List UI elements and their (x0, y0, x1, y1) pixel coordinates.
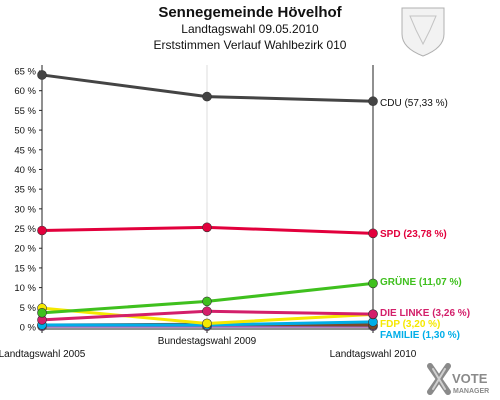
chart-subtitle-2: Erststimmen Verlauf Wahlbezirk 010 (153, 38, 347, 52)
data-point (202, 306, 212, 317)
logo-manager: MANAGER (453, 388, 489, 395)
y-tick-label: 35 % (14, 185, 36, 196)
y-tick-label: 45 % (14, 145, 36, 156)
y-tick-label: 55 % (14, 106, 36, 117)
vote-manager-logo: VOTE MANAGER (427, 363, 489, 395)
y-tick-label: 50 % (14, 126, 36, 137)
y-tick-label: 15 % (14, 263, 36, 274)
series-label-5: FAMILIE (1,30 %) (380, 330, 460, 341)
data-point (368, 278, 378, 289)
data-point (202, 91, 212, 102)
data-point (368, 228, 378, 239)
y-tick-label: 60 % (14, 86, 36, 97)
chart-title: Sennegemeinde Hövelhof (158, 4, 342, 21)
data-point (368, 309, 378, 319)
logo-vote: VOTE (452, 371, 488, 386)
series-label-3: DIE LINKE (3,26 %) (380, 308, 470, 319)
series-label-4: FDP (3,20 %) (380, 319, 440, 330)
data-point (37, 308, 47, 318)
y-tick-label: 20 % (14, 244, 36, 255)
series-label-2: GRÜNE (11,07 %) (380, 275, 462, 288)
data-point (202, 318, 212, 329)
y-tick-label: 30 % (14, 204, 36, 215)
data-point (202, 222, 212, 233)
data-point (37, 225, 47, 236)
y-tick-label: 10 % (14, 283, 36, 294)
y-tick-label: 5 % (20, 303, 37, 314)
series-label-1: SPD (23,78 %) (380, 229, 447, 240)
chart-subtitle: Landtagswahl 09.05.2010 (181, 22, 319, 36)
data-point (37, 70, 47, 80)
x-tick-label: Bundestagswahl 2009 (158, 336, 257, 347)
x-tick-label: Landtagswahl 2010 (330, 349, 417, 360)
y-tick-label: 25 % (14, 224, 36, 235)
y-tick-label: 65 % (14, 67, 36, 78)
y-tick-label: 40 % (14, 165, 36, 176)
x-tick-label: Landtagswahl 2005 (0, 349, 86, 360)
data-point (202, 296, 212, 307)
coat-of-arms-icon (401, 7, 445, 57)
y-tick-label: 0 % (20, 323, 37, 334)
series-label-0: CDU (57,33 %) (380, 98, 448, 109)
data-point (368, 96, 378, 107)
